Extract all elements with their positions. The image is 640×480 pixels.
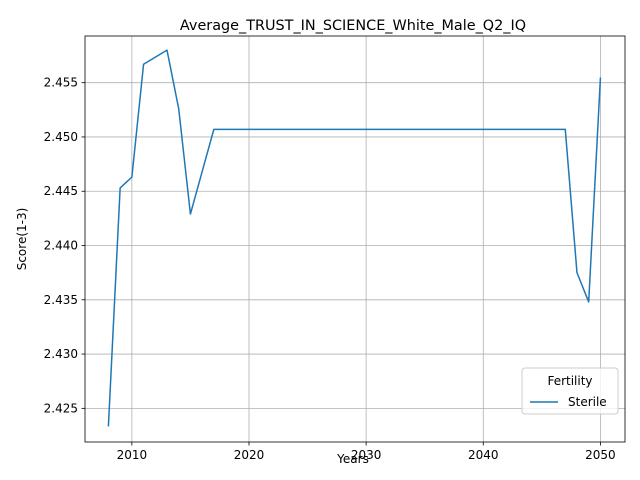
legend-title: Fertility xyxy=(547,374,592,388)
x-tick-label: 2050 xyxy=(585,448,616,462)
y-tick-label: 2.435 xyxy=(44,293,78,307)
y-tick-label: 2.455 xyxy=(44,76,78,90)
legend-label-sterile: Sterile xyxy=(568,395,607,409)
y-tick-label: 2.450 xyxy=(44,130,78,144)
legend: Fertility Sterile xyxy=(521,367,619,415)
grid-lines xyxy=(85,36,625,442)
y-axis-ticks: 2.425 2.430 2.435 2.440 2.445 2.450 2.455 xyxy=(44,76,85,415)
y-tick-label: 2.425 xyxy=(44,401,78,415)
x-axis-label: Years xyxy=(336,452,369,466)
y-axis-label: Score(1-3) xyxy=(15,208,29,271)
series-line-sterile xyxy=(107,49,602,427)
chart-title: Average_TRUST_IN_SCIENCE_White_Male_Q2_I… xyxy=(180,18,526,34)
x-tick-label: 2030 xyxy=(351,448,382,462)
x-tick-label: 2020 xyxy=(234,448,265,462)
y-tick-label: 2.430 xyxy=(44,347,78,361)
y-tick-label: 2.445 xyxy=(44,184,78,198)
plot-frame xyxy=(84,35,626,443)
x-tick-label: 2040 xyxy=(468,448,499,462)
y-tick-label: 2.440 xyxy=(44,239,78,253)
series-layer xyxy=(107,49,602,427)
x-axis-ticks: 2010 2020 2030 2040 2050 xyxy=(117,442,616,462)
x-tick-label: 2010 xyxy=(117,448,148,462)
